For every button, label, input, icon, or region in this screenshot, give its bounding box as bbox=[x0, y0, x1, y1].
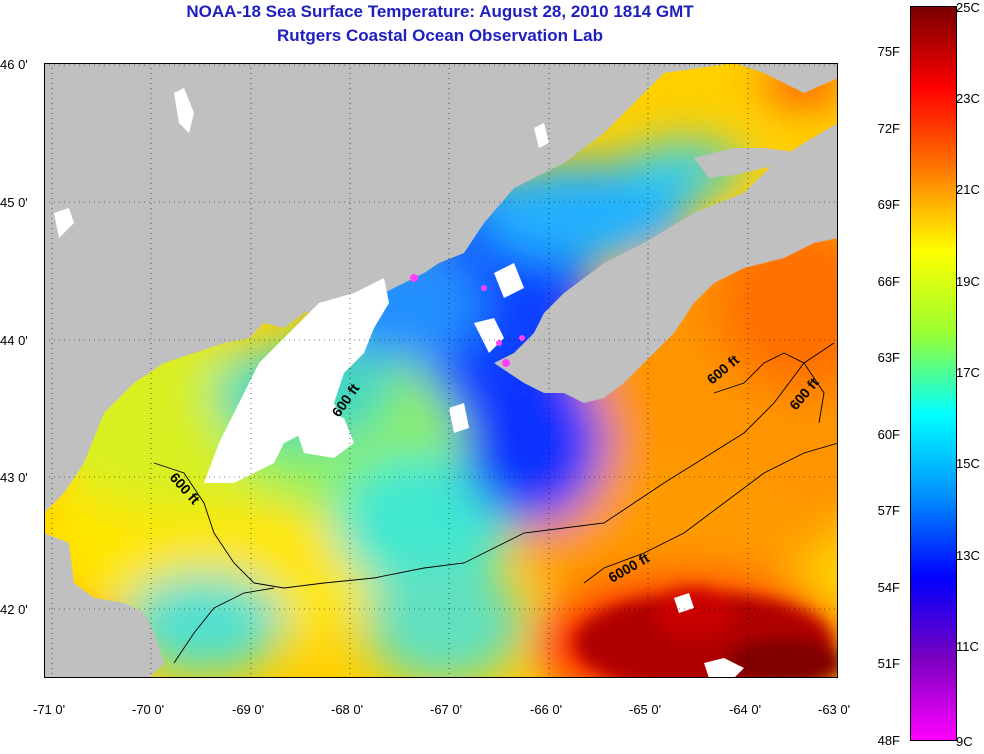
colorbar-f-label: 72F bbox=[877, 121, 900, 136]
colorbar-c-label: 21C bbox=[956, 182, 980, 197]
lat-label: 45 0' bbox=[0, 195, 28, 210]
lon-label: -70 0' bbox=[132, 702, 165, 717]
colorbar-f-label: 66F bbox=[877, 274, 900, 289]
colorbar-c-label: 19C bbox=[956, 274, 980, 289]
colorbar-c-label: 23C bbox=[956, 91, 980, 106]
lon-label: -71 0' bbox=[33, 702, 66, 717]
colorbar-f-label: 48F bbox=[877, 733, 900, 748]
lon-label: -64 0' bbox=[729, 702, 762, 717]
colorbar-f-label: 63F bbox=[877, 350, 900, 365]
colorbar-f-label: 57F bbox=[877, 503, 900, 518]
colorbar-c-label: 17C bbox=[956, 365, 980, 380]
lat-label: 46 0' bbox=[0, 57, 28, 72]
map-subtitle: Rutgers Coastal Ocean Observation Lab bbox=[277, 26, 603, 45]
lon-label: -69 0' bbox=[232, 702, 265, 717]
depth-contours bbox=[153, 342, 838, 664]
temperature-colorbar bbox=[910, 6, 957, 741]
land bbox=[44, 63, 838, 678]
colorbar-f-label: 54F bbox=[877, 580, 900, 595]
colorbar-c-label: 25C bbox=[956, 0, 980, 15]
lon-label: -66 0' bbox=[530, 702, 563, 717]
cloud-mask bbox=[54, 88, 744, 678]
lat-label: 42 0' bbox=[0, 602, 28, 617]
colorbar-f-label: 60F bbox=[877, 427, 900, 442]
colorbar-f-label: 75F bbox=[877, 44, 900, 59]
lon-label: -65 0' bbox=[629, 702, 662, 717]
colorbar-c-label: 9C bbox=[956, 734, 973, 749]
cold-spots bbox=[410, 274, 525, 367]
lat-label: 43 0' bbox=[0, 470, 28, 485]
colorbar-f-label: 51F bbox=[877, 656, 900, 671]
colorbar-c-label: 15C bbox=[956, 456, 980, 471]
map-title: NOAA-18 Sea Surface Temperature: August … bbox=[186, 2, 694, 21]
lat-label: 44 0' bbox=[0, 333, 28, 348]
colorbar-c-label: 11C bbox=[956, 639, 979, 654]
lon-label: -68 0' bbox=[331, 702, 364, 717]
lon-label: -63 0' bbox=[818, 702, 851, 717]
colorbar-c-label: 13C bbox=[956, 548, 980, 563]
sst-map: 600 ft 600 ft 600 ft 600 ft 6000 ft bbox=[44, 63, 838, 678]
lon-label: -67 0' bbox=[430, 702, 463, 717]
colorbar-f-label: 69F bbox=[877, 197, 900, 212]
